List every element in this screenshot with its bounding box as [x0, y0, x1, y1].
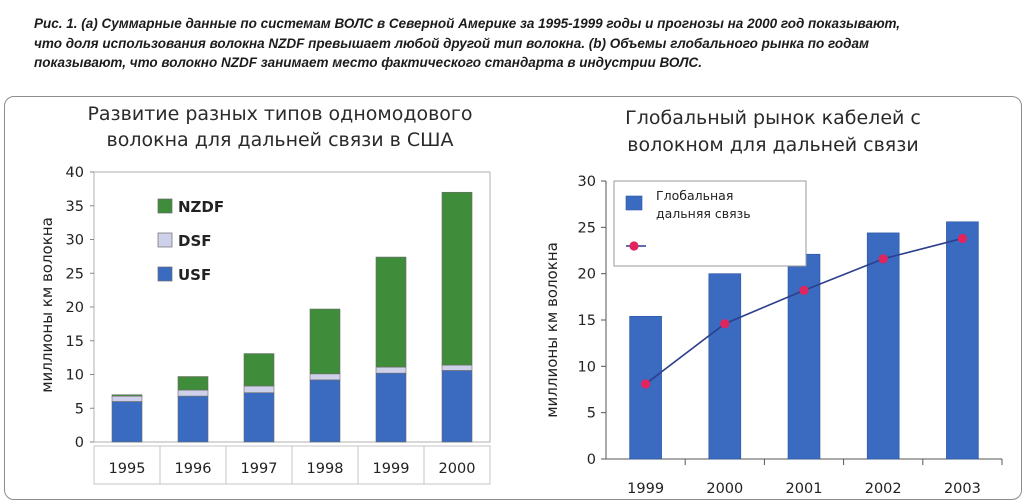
figure-caption: Рис. 1. (a) Суммарные данные по системам… — [34, 14, 1009, 73]
chart-b-y-tick-label: 0 — [587, 452, 596, 468]
chart-a-category-cell — [93, 445, 161, 485]
chart-b-bar — [946, 221, 979, 460]
chart-a-bar-dsf — [177, 389, 209, 397]
chart-b-legend-swatch-bar — [625, 195, 643, 211]
chart-a-y-tick-label: 35 — [66, 199, 84, 215]
chart-a-x-tick-label: 1998 — [307, 461, 344, 477]
chart-b-line-point — [720, 319, 730, 329]
chart-a-legend-swatch — [157, 232, 173, 248]
chart-b-legend-label-line-1: Глобальная — [656, 188, 733, 203]
chart-a-y-tick-label: 40 — [66, 165, 84, 181]
chart-b-bar — [787, 253, 821, 460]
chart-b-x-tick-label: 2001 — [786, 481, 823, 497]
chart-a-bar-usf — [441, 370, 473, 443]
chart-a-bar-dsf — [243, 385, 275, 394]
chart-a-category-cell — [291, 445, 359, 485]
chart-a-title-line-2: волокна для дальней связи в США — [107, 129, 454, 151]
chart-a-y-tick-label: 5 — [75, 401, 84, 417]
chart-b-y-tick-label: 20 — [578, 267, 596, 283]
chart-a-bar-usf — [243, 392, 275, 443]
chart-a-bar-dsf — [309, 373, 341, 381]
chart-b-title-line-2: волокном для дальней связи — [627, 134, 918, 156]
chart-a-y-tick-label: 30 — [66, 233, 84, 249]
chart-b-line-point — [957, 233, 968, 244]
chart-b-line-point — [641, 379, 651, 389]
chart-a-y-tick-label: 25 — [66, 266, 84, 282]
chart-a-x-tick-label: 1997 — [241, 461, 278, 477]
chart-b-y-axis-label: миллионы км волокна — [543, 242, 561, 418]
chart-a-category-cell — [423, 445, 491, 485]
caption-line-2: что доля использования волокна NZDF прев… — [34, 35, 869, 51]
chart-b-x-tick-label: 1999 — [627, 481, 664, 497]
chart-b-line-point — [799, 285, 809, 295]
chart-b-plot: 0 5 10 15 20 25 30 1999 2000 2001 2002 2003 Глобальн… — [578, 174, 1003, 497]
chart-a-bar-dsf — [111, 395, 143, 402]
chart-a-category-cell — [159, 445, 227, 485]
chart-a-bar-nzdf — [111, 394, 143, 397]
chart-a-bar-nzdf — [375, 256, 407, 368]
chart-b-line-point — [878, 254, 888, 264]
chart-a-x-tick-label: 2000 — [439, 461, 476, 477]
chart-a-legend-label: NZDF — [178, 198, 224, 216]
chart-a-bar-nzdf — [243, 353, 275, 387]
chart-a-bar-usf — [375, 372, 407, 443]
chart-b-y-tick-label: 30 — [578, 174, 596, 190]
chart-b-legend-label-line-2: дальняя связь — [656, 206, 751, 221]
chart-b-legend-swatch-marker — [629, 241, 639, 251]
chart-a-y-axis-label: миллионы км волокна — [38, 217, 56, 393]
chart-b-x-tick-label: 2002 — [865, 481, 902, 497]
chart-a-bar-usf — [177, 395, 209, 443]
caption-line-3: показывают, что волокно NZDF занимает ме… — [34, 55, 702, 70]
chart-a-legend-swatch — [157, 198, 173, 214]
chart-b-legend-box — [613, 180, 807, 267]
chart-a-frame — [93, 171, 491, 443]
chart-b-y-tick-label: 25 — [578, 220, 596, 236]
chart-a-bar-dsf — [441, 364, 473, 371]
figure-panel — [4, 96, 1022, 500]
chart-a-x-tick-label: 1999 — [373, 461, 410, 477]
chart-a-bar-nzdf — [177, 376, 209, 391]
chart-a-bar-usf — [309, 379, 341, 443]
chart-a-bar-usf — [111, 401, 143, 443]
chart-b-y-tick-label: 5 — [587, 406, 596, 422]
chart-a-y-tick-label: 20 — [66, 300, 84, 316]
chart-a-bar-nzdf — [441, 191, 473, 366]
chart-a-y-tick-label: 10 — [66, 368, 84, 384]
chart-b-title-line-1: Глобальный рынок кабелей с — [625, 107, 921, 129]
chart-a-title-line-1: Развитие разных типов одномодового — [87, 103, 472, 125]
chart-a-legend-swatch — [157, 266, 173, 282]
caption-line-1: Рис. 1. (a) Суммарные данные по системам… — [34, 16, 901, 31]
chart-a-y-tick-label: 15 — [66, 334, 84, 350]
chart-b-x-tick-label: 2000 — [706, 481, 743, 497]
chart-a-plot: 1995 1996 1997 1998 1999 2000 0 5 10 15 20 25 30 35 40… — [66, 165, 491, 485]
chart-a-legend-label: DSF — [178, 232, 212, 250]
chart-b-y-tick-label: 10 — [578, 359, 596, 375]
chart-a-legend-label: USF — [178, 266, 211, 284]
chart-b-x-tick-label: 2003 — [944, 481, 981, 497]
chart-a-bar-nzdf — [309, 308, 341, 375]
chart-a-y-tick-label: 0 — [75, 435, 84, 451]
chart-b-bar — [708, 273, 742, 460]
chart-a-x-tick-label: 1996 — [175, 461, 212, 477]
chart-b-y-tick-label: 15 — [578, 313, 596, 329]
chart-b-bar — [866, 232, 900, 460]
chart-a-x-tick-label: 1995 — [109, 461, 146, 477]
chart-a-bar-dsf — [375, 366, 407, 374]
